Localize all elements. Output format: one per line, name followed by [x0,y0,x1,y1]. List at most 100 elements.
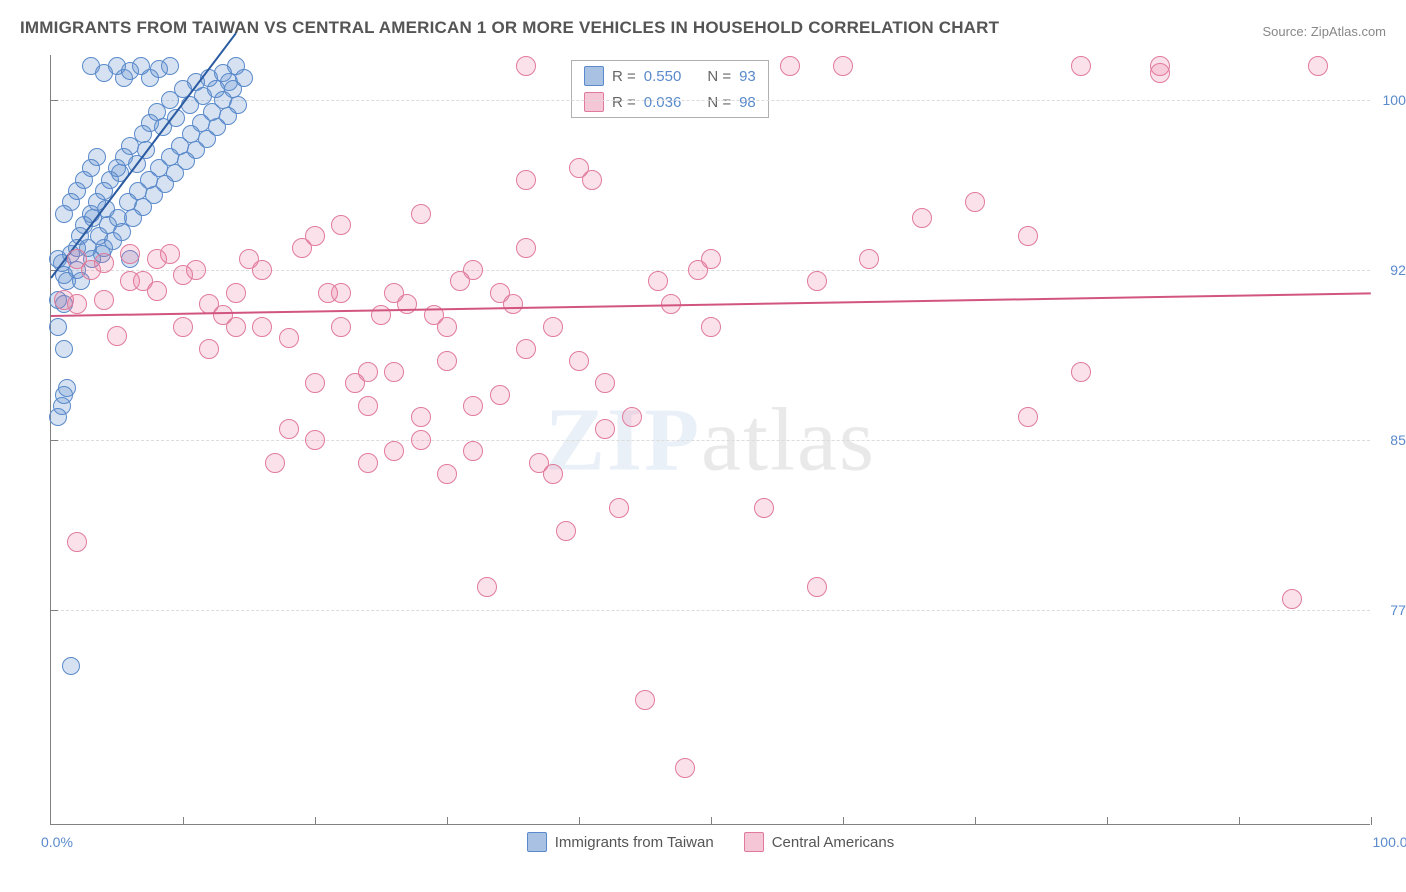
scatter-point [780,56,800,76]
scatter-point [965,192,985,212]
scatter-point [107,326,127,346]
scatter-point [859,249,879,269]
scatter-point [331,317,351,337]
scatter-point [807,577,827,597]
scatter-point [1018,226,1038,246]
y-tick-label: 77.5% [1375,602,1406,618]
scatter-point [279,419,299,439]
scatter-point [358,453,378,473]
x-tick-mark [447,817,448,825]
n-value: 98 [739,94,756,111]
legend-swatch [584,92,604,112]
y-tick-label: 85.0% [1375,432,1406,448]
scatter-point [49,318,67,336]
legend-swatch [527,832,547,852]
chart-plot-area: ZIPatlas R =0.550N =93R =0.036N =98 0.0%… [50,55,1370,825]
scatter-point [411,407,431,427]
scatter-point [358,362,378,382]
legend-series-item: Immigrants from Taiwan [527,832,714,852]
scatter-point [1308,56,1328,76]
trend-line [51,293,1371,318]
legend-series-name: Immigrants from Taiwan [555,834,714,851]
scatter-point [1018,407,1038,427]
scatter-point [516,56,536,76]
y-axis-label: 1 or more Vehicles in Household [12,0,32,75]
correlation-legend: R =0.550N =93R =0.036N =98 [571,60,769,118]
x-tick-mark [183,817,184,825]
scatter-point [675,758,695,778]
scatter-point [1071,56,1091,76]
n-label: N = [707,68,731,85]
scatter-point [305,430,325,450]
scatter-point [384,362,404,382]
scatter-point [463,260,483,280]
x-tick-mark [315,817,316,825]
scatter-point [94,253,114,273]
scatter-point [490,385,510,405]
scatter-point [1150,63,1170,83]
scatter-point [833,56,853,76]
legend-series-item: Central Americans [744,832,895,852]
scatter-point [912,208,932,228]
scatter-point [252,317,272,337]
legend-stat-row: R =0.036N =98 [572,89,768,115]
scatter-point [358,396,378,416]
scatter-point [463,441,483,461]
scatter-point [622,407,642,427]
scatter-point [252,260,272,280]
scatter-point [94,290,114,310]
scatter-point [55,340,73,358]
scatter-point [543,464,563,484]
scatter-point [516,238,536,258]
scatter-point [609,498,629,518]
scatter-point [648,271,668,291]
scatter-point [67,294,87,314]
gridline [51,270,1370,271]
x-tick-mark [975,817,976,825]
scatter-point [701,249,721,269]
y-tick-mark [50,100,58,101]
scatter-point [67,249,87,269]
scatter-point [67,532,87,552]
chart-title: IMMIGRANTS FROM TAIWAN VS CENTRAL AMERIC… [20,18,999,38]
scatter-point [543,317,563,337]
gridline [51,100,1370,101]
r-value: 0.550 [644,68,682,85]
scatter-point [120,244,140,264]
r-value: 0.036 [644,94,682,111]
scatter-point [331,215,351,235]
scatter-point [582,170,602,190]
y-tick-label: 100.0% [1375,92,1406,108]
scatter-point [384,283,404,303]
scatter-point [569,351,589,371]
scatter-point [305,373,325,393]
scatter-point [173,265,193,285]
scatter-point [226,283,246,303]
scatter-point [199,339,219,359]
scatter-point [229,96,247,114]
scatter-point [1071,362,1091,382]
gridline [51,610,1370,611]
n-value: 93 [739,68,756,85]
scatter-point [384,441,404,461]
scatter-point [437,317,457,337]
scatter-point [88,148,106,166]
legend-stat-row: R =0.550N =93 [572,63,768,89]
scatter-point [635,690,655,710]
x-tick-mark [579,817,580,825]
legend-swatch [744,832,764,852]
x-tick-mark [843,817,844,825]
scatter-point [490,283,510,303]
scatter-point [807,271,827,291]
x-axis-max-label: 100.0% [1373,834,1406,850]
scatter-point [516,170,536,190]
scatter-point [120,271,140,291]
scatter-point [516,339,536,359]
scatter-point [265,453,285,473]
legend-swatch [584,66,604,86]
y-tick-mark [50,440,58,441]
scatter-point [437,464,457,484]
scatter-point [305,226,325,246]
scatter-point [477,577,497,597]
scatter-point [147,249,167,269]
